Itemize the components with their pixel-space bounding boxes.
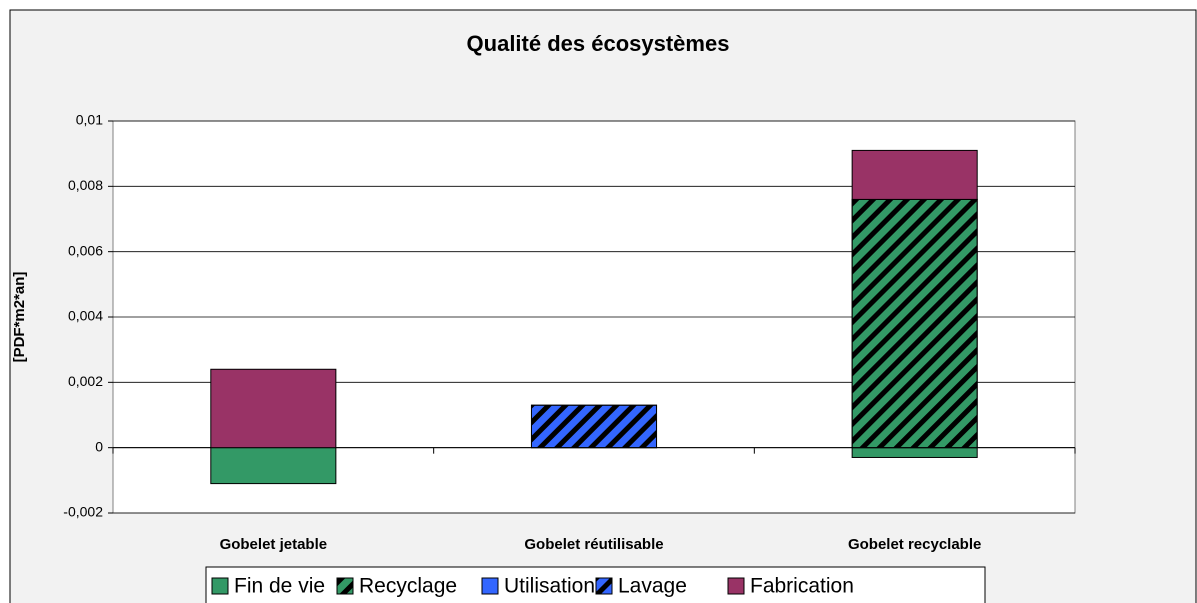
legend-swatch-hatch	[595, 577, 613, 595]
legend-swatch-hatch	[336, 577, 354, 595]
bar-hatch	[851, 198, 978, 449]
legend-label: Lavage	[618, 575, 687, 598]
legend-label: Fin de vie	[234, 575, 325, 598]
chart-title: Qualité des écosystèmes	[467, 31, 730, 56]
bar-hatch	[530, 404, 658, 449]
bar	[851, 447, 978, 458]
legend-label: Utilisation	[504, 575, 595, 598]
y-tick-label: 0	[95, 438, 103, 454]
bar	[851, 149, 978, 200]
legend-swatch	[211, 577, 229, 595]
y-tick-label: -0,002	[63, 504, 103, 520]
bar	[210, 368, 337, 449]
y-tick-label: 0,008	[68, 177, 103, 193]
bar	[530, 404, 658, 449]
legend-swatch	[481, 577, 499, 595]
bar-fill	[210, 447, 337, 485]
bar-fill	[851, 149, 978, 200]
x-tick-label: Gobelet jetable	[220, 536, 328, 553]
bar	[210, 447, 337, 485]
bar-fill	[851, 447, 978, 458]
bar	[851, 198, 978, 449]
x-tick-label: Gobelet recyclable	[848, 536, 981, 553]
y-axis-label: [PDF*m2*an]	[11, 272, 28, 363]
x-tick-label: Gobelet réutilisable	[524, 536, 663, 553]
y-tick-label: 0,002	[68, 373, 103, 389]
y-tick-label: 0,01	[76, 112, 103, 128]
y-tick-label: 0,004	[68, 308, 103, 324]
legend-swatch	[727, 577, 745, 595]
bar-fill	[210, 368, 337, 449]
legend-label: Recyclage	[359, 575, 457, 598]
y-tick-label: 0,006	[68, 242, 103, 258]
legend-label: Fabrication	[750, 575, 854, 598]
